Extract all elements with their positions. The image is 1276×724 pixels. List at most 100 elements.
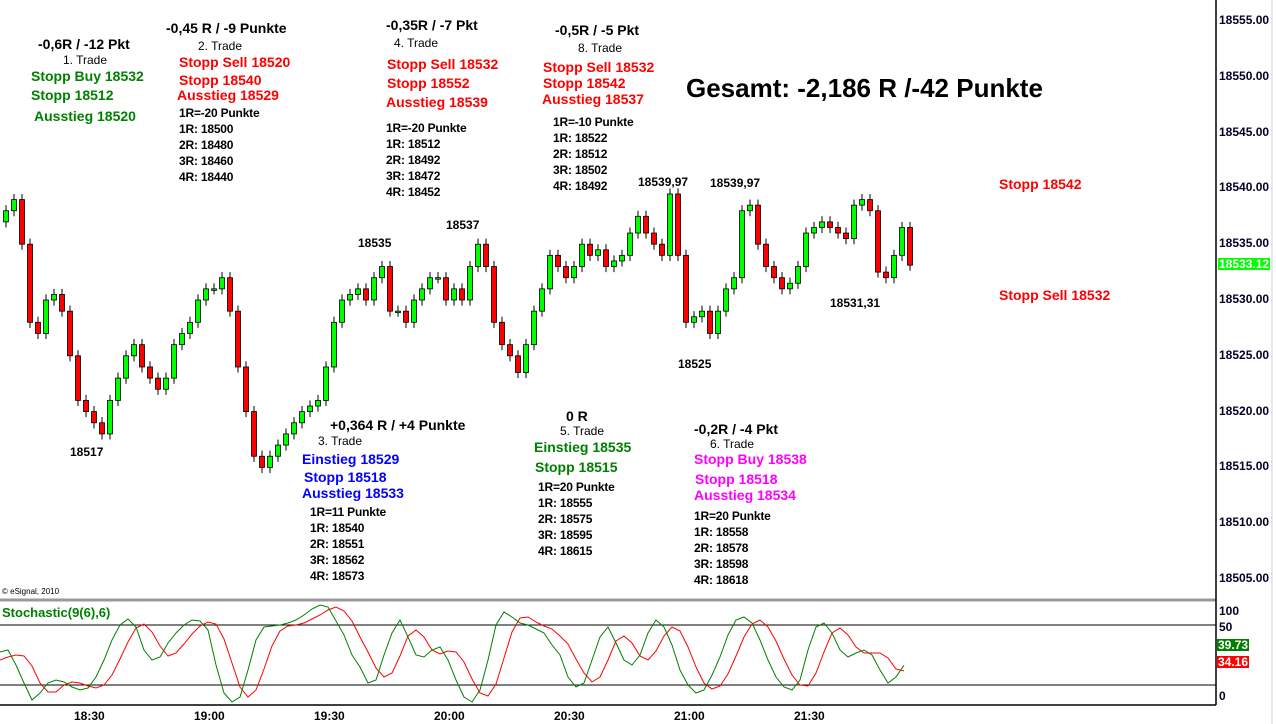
candle-body-up — [43, 299, 49, 334]
trade-level: Einstieg 18529 — [302, 451, 400, 467]
candle-body-down — [843, 232, 849, 240]
candle — [787, 277, 793, 295]
candle — [387, 260, 393, 317]
candle — [67, 305, 73, 362]
trade-r-target: 2R: 18492 — [386, 153, 441, 167]
candle — [91, 406, 97, 429]
candle-body-up — [187, 321, 193, 334]
candle — [3, 205, 9, 228]
candle-body-down — [19, 199, 25, 245]
candle — [339, 294, 345, 328]
candle-body-up — [667, 193, 673, 256]
trade-r-target: 1R=20 Punkte — [694, 509, 771, 523]
candle-body-up — [419, 288, 425, 301]
candle-body-up — [715, 310, 721, 334]
trade-name: 3. Trade — [318, 434, 363, 448]
candle — [579, 238, 585, 273]
candle — [555, 249, 561, 273]
trade-level: Stopp 18512 — [31, 87, 114, 103]
candle-body-up — [131, 344, 137, 357]
candle-body-up — [531, 310, 537, 346]
candle-body-up — [579, 243, 585, 267]
candle — [51, 288, 57, 306]
candle-body-down — [59, 294, 65, 312]
candle-body-down — [27, 243, 33, 323]
candle — [107, 394, 113, 440]
candle — [379, 260, 385, 284]
trade-r-target: 3R: 18460 — [179, 154, 234, 168]
candle-body-down — [147, 366, 153, 379]
candle-body-down — [251, 411, 257, 457]
candle-body-down — [67, 310, 73, 357]
candle — [563, 260, 569, 284]
candle-body-down — [779, 277, 785, 290]
candle-body-down — [235, 310, 241, 368]
candle-body-up — [3, 210, 9, 223]
candle — [515, 350, 521, 379]
candle-body-up — [115, 377, 121, 401]
candle-body-down — [643, 215, 649, 234]
candle — [763, 238, 769, 273]
price-axis-tick: 18530.00 — [1219, 292, 1270, 306]
candle-body-down — [603, 249, 609, 267]
candle — [811, 221, 817, 239]
trade-level: Ausstieg 18537 — [542, 91, 644, 107]
candle — [459, 283, 465, 306]
trade-r-target: 1R: 18522 — [553, 131, 608, 145]
trade-level: Ausstieg 18520 — [34, 108, 136, 124]
candle — [707, 305, 713, 340]
candle-body-up — [219, 277, 225, 290]
candle-body-down — [83, 400, 89, 413]
candle — [331, 316, 337, 373]
candle — [531, 305, 537, 351]
candle — [403, 305, 409, 328]
candle — [315, 394, 321, 412]
trade-r-target: 4R: 18618 — [694, 573, 749, 587]
candle — [323, 361, 329, 407]
trade-r-target: 3R: 18472 — [386, 169, 441, 183]
candle — [675, 188, 681, 261]
candle-body-down — [91, 411, 97, 424]
stochastic-d-value: 34.16 — [1217, 655, 1250, 669]
trade-r-target: 1R: 18555 — [538, 496, 593, 510]
candle — [699, 305, 705, 323]
candle — [211, 283, 217, 295]
candle-body-down — [763, 243, 769, 267]
candle-body-up — [179, 333, 185, 346]
stochastic-k-value: 39.73 — [1217, 638, 1250, 652]
candle — [43, 294, 49, 340]
candle-body-up — [851, 204, 857, 240]
candle — [411, 294, 417, 328]
candle-body-up — [171, 344, 177, 379]
candle-body-down — [883, 271, 889, 279]
candle — [275, 439, 281, 462]
candle — [851, 199, 857, 245]
candle — [419, 283, 425, 306]
candle — [891, 249, 897, 284]
price-axis-tick: 18510.00 — [1219, 515, 1270, 530]
candle — [539, 283, 545, 317]
candle — [827, 216, 833, 234]
candle-body-up — [803, 232, 809, 267]
candle — [651, 227, 657, 250]
candle — [547, 249, 553, 295]
trade-level: Ausstieg 18539 — [386, 94, 488, 110]
trade-level: Stopp Buy 18538 — [694, 451, 807, 467]
candle-body-up — [107, 400, 113, 435]
price-label-high-1: 18539,97 — [638, 175, 689, 189]
candle — [435, 272, 441, 284]
candle — [603, 244, 609, 273]
candle — [835, 221, 841, 239]
candle-body-down — [403, 310, 409, 323]
candle-body-up — [307, 405, 313, 412]
candle — [635, 210, 641, 239]
trade-r-target: 4R: 18615 — [538, 544, 593, 558]
candle — [907, 221, 913, 271]
candle-body-up — [211, 288, 217, 291]
trade-name: 6. Trade — [710, 437, 755, 451]
candle — [171, 339, 177, 384]
candle-body-down — [491, 266, 497, 323]
trade-r-target: 1R: 18558 — [694, 525, 749, 539]
price-label-18525: 18525 — [678, 357, 712, 371]
